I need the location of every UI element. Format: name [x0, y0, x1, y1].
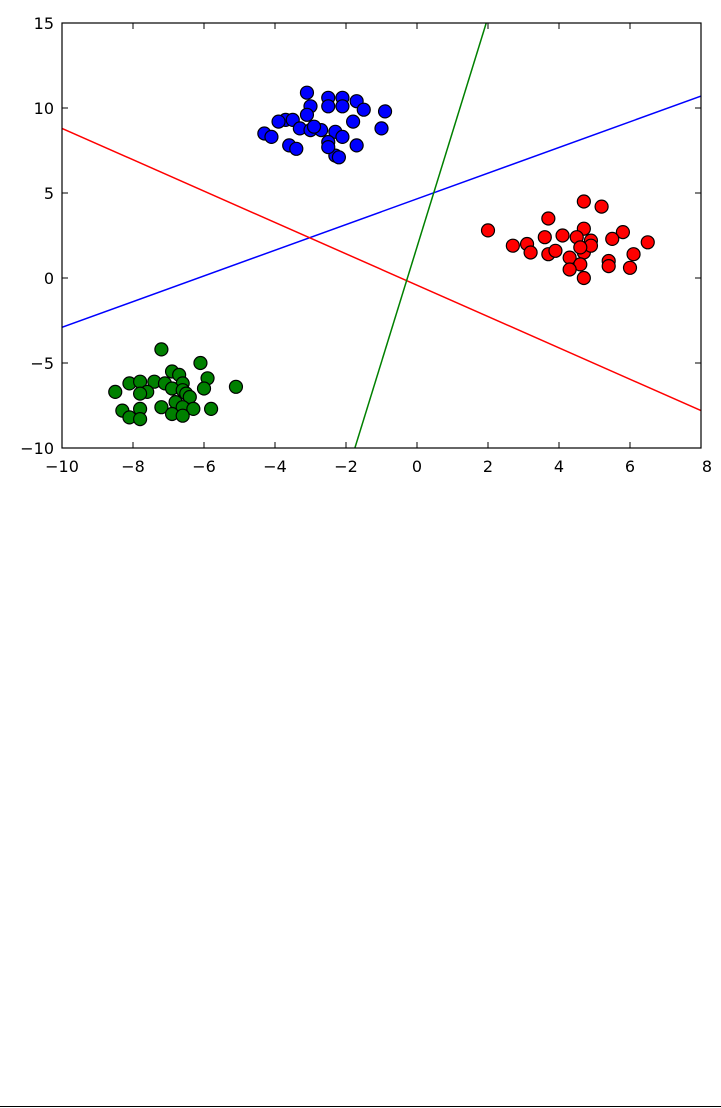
- data-point: [306, 119, 322, 134]
- x-tick-label: −8: [121, 457, 145, 476]
- x-tick-label: −6: [192, 457, 216, 476]
- data-point: [186, 401, 201, 416]
- y-tick-label: 15: [34, 14, 54, 33]
- data-point: [541, 211, 556, 226]
- data-point: [626, 247, 641, 262]
- data-point: [335, 99, 350, 114]
- x-tick-label: 6: [625, 457, 635, 476]
- data-point: [480, 223, 496, 238]
- data-point: [562, 262, 577, 277]
- data-point: [331, 150, 346, 165]
- data-point: [175, 408, 190, 423]
- data-point: [576, 270, 591, 286]
- data-point: [321, 99, 336, 114]
- data-point: [346, 114, 361, 129]
- data-point: [193, 355, 208, 371]
- data-point: [271, 114, 286, 129]
- data-point: [615, 225, 631, 240]
- data-point: [299, 107, 315, 122]
- data-point: [154, 342, 169, 357]
- data-point: [289, 141, 304, 156]
- data-point: [108, 384, 123, 399]
- data-point: [133, 386, 148, 401]
- y-tick-label: 0: [44, 269, 54, 288]
- x-tick-label: 4: [554, 457, 564, 476]
- data-point: [154, 400, 169, 415]
- data-point: [576, 194, 591, 209]
- x-axis-tick-labels: −10 −8 −6 −4 −2 0 2 4 6 8: [45, 457, 712, 476]
- data-point: [299, 85, 315, 100]
- y-tick-label: 5: [44, 184, 54, 203]
- x-tick-label: 8: [702, 457, 712, 476]
- page-bottom-rule: [0, 1106, 721, 1107]
- data-point: [548, 243, 563, 258]
- x-tick-label: −4: [263, 457, 287, 476]
- data-point: [196, 381, 212, 396]
- axis-ticks: [61, 22, 702, 449]
- data-point: [605, 231, 620, 246]
- data-point: [601, 259, 616, 274]
- data-point: [505, 238, 520, 253]
- y-tick-label: 10: [34, 99, 54, 118]
- data-point: [264, 129, 279, 144]
- y-axis-tick-labels: −10 −5 0 5 10 15: [20, 14, 54, 458]
- y-tick-label: −10: [20, 439, 54, 458]
- data-point: [594, 199, 609, 214]
- x-tick-label: 0: [412, 457, 422, 476]
- scatter-chart: −10 −8 −6 −4 −2 0 2 4 6 8 −10 −5 0 5 10 15: [20, 14, 712, 476]
- data-point: [321, 140, 336, 155]
- data-point: [356, 102, 371, 117]
- data-point: [537, 230, 552, 245]
- decision-line-2: [62, 127, 701, 412]
- y-tick-label: −5: [30, 354, 54, 373]
- series-3: [108, 342, 244, 427]
- data-point: [622, 260, 638, 275]
- data-points: [108, 85, 655, 427]
- decision-line-3: [354, 23, 487, 448]
- data-point: [133, 412, 148, 427]
- x-tick-label: −10: [45, 457, 79, 476]
- data-point: [204, 401, 219, 416]
- data-point: [335, 129, 350, 144]
- x-tick-label: −2: [334, 457, 358, 476]
- x-tick-label: 2: [483, 457, 493, 476]
- data-point: [523, 245, 538, 260]
- series-1: [257, 85, 393, 165]
- decision-line-1: [62, 95, 701, 329]
- data-point: [377, 104, 393, 119]
- data-point: [349, 138, 364, 153]
- data-point: [228, 379, 244, 394]
- data-point: [640, 235, 655, 250]
- plot-area-frame: [61, 22, 702, 449]
- data-point: [573, 240, 588, 255]
- data-point: [555, 228, 570, 243]
- series-2: [480, 194, 655, 286]
- decision-lines: [62, 23, 701, 448]
- data-point: [374, 121, 389, 136]
